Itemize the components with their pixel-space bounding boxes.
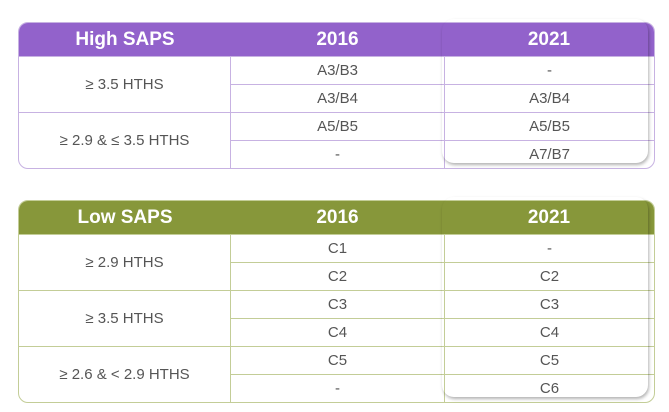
cell-2016: C5 [231,347,445,374]
row-group: ≥ 2.9 HTHS C1 - C2 C2 [19,234,654,290]
column-header: 2016 [316,28,359,50]
cell-2021: - [547,240,552,257]
cell-2021: C4 [539,324,560,341]
low-saps-table: Low SAPS 2016 2021 ≥ 2.9 HTHS C1- C2 C2 ≥ 3.5 H… [18,200,655,403]
high-saps-table: High SAPS 2016 2021 ≥ 3.5 HTHS A3/B3- A3/B4 A3… [18,22,655,169]
cell-2021: A3/B4 [529,90,570,107]
cell-2016: - [231,375,445,402]
column-header: High SAPS [75,28,175,50]
table-header: Low SAPS 2016 2021 [19,201,654,234]
table-row: C1 - [231,235,654,262]
table-row: A5/B5 A5/B5 [231,113,654,140]
column-header: 2021 [527,206,571,228]
cell-2016: A3/B4 [231,85,445,112]
cell-2016: C2 [231,263,445,290]
table-header: High SAPS 2016 2021 [19,23,654,56]
row-group: ≥ 2.6 & < 2.9 HTHS C5 C5- C6 [19,346,654,402]
cell-2021: C6 [539,380,560,397]
cell-2021: C2 [539,268,560,285]
cell-2021: A5/B5 [529,118,570,135]
column-header: Low SAPS [77,206,173,228]
row-group: ≥ 3.5 HTHS A3/B3 - A3/B4 A3/B4 [19,56,654,112]
table-row: A3/B4 A3/B4 [231,84,654,112]
table-row: C3 C3 [231,291,654,318]
table-row: C2 C2 [231,262,654,290]
cell-2021: A7/B7 [529,146,570,163]
table-row: A3/B3 - [231,57,654,84]
cell-2021: - [547,62,552,79]
cell-2016: - [231,141,445,168]
table-row: C4 C4 [231,318,654,346]
hths-label: ≥ 3.5 HTHS [19,291,231,346]
table-row: - C6 [231,374,654,402]
hths-label: ≥ 2.6 & < 2.9 HTHS [19,347,231,402]
cell-2016: C3 [231,291,445,318]
cell-2016: C4 [231,319,445,346]
hths-label: ≥ 2.9 HTHS [19,235,231,290]
row-group: ≥ 2.9 & ≤ 3.5 HTHS A5/B5 A5/B5- A7/B7 [19,112,654,168]
hths-label: ≥ 3.5 HTHS [19,57,231,112]
cell-2021: C5 [539,352,560,369]
hths-label: ≥ 2.9 & ≤ 3.5 HTHS [19,113,231,168]
cell-2016: A5/B5 [231,113,445,140]
column-header: 2016 [316,206,359,228]
table-row: - A7/B7 [231,140,654,168]
cell-2016: A3/B3 [231,57,445,84]
row-group: ≥ 3.5 HTHS C3 C3 C4 C4 [19,290,654,346]
table-row: C5 C5 [231,347,654,374]
cell-2016: C1 [231,235,445,262]
column-header: 2021 [527,28,571,50]
cell-2021: C3 [539,296,560,313]
